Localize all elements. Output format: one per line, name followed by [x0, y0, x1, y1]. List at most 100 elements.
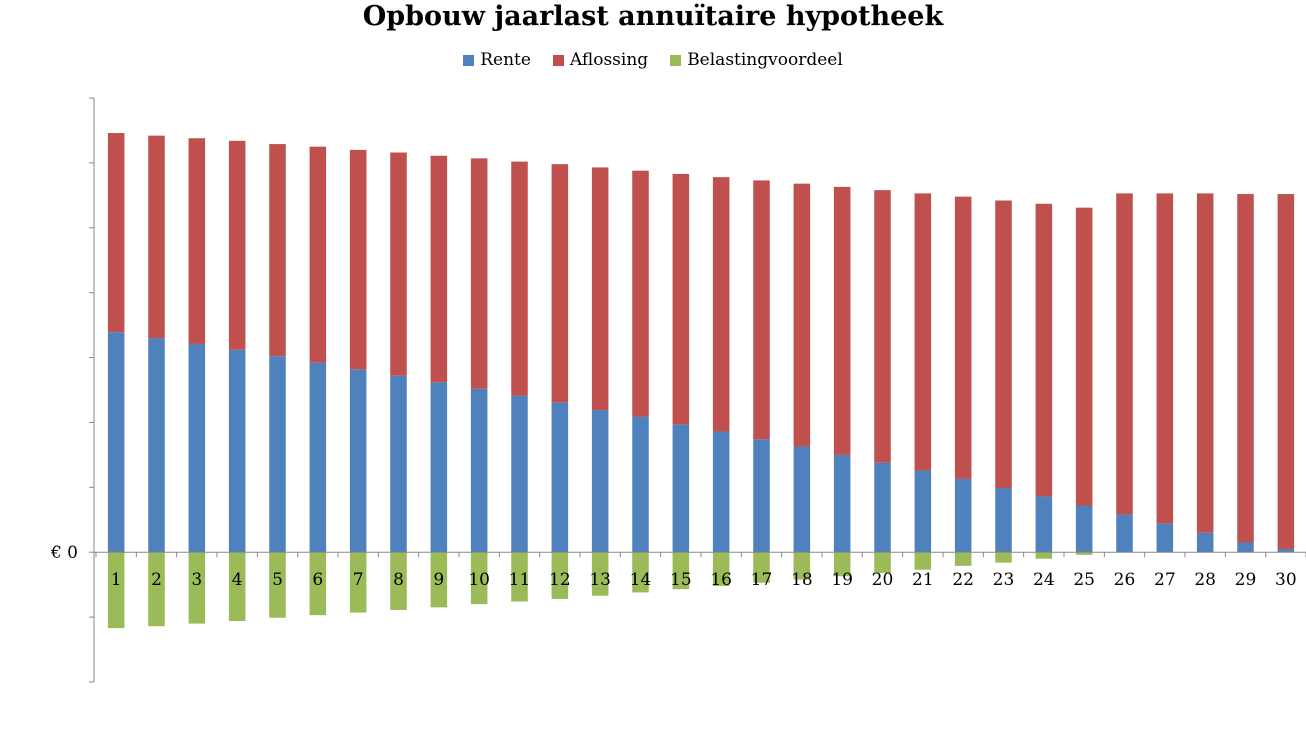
- legend-item-rente: Rente: [463, 50, 531, 70]
- bar-aflossing-10: [470, 158, 488, 389]
- bars-layer: [107, 133, 1295, 629]
- x-tick-label-13: 13: [589, 570, 611, 590]
- x-tick-label-8: 8: [393, 570, 404, 590]
- bar-aflossing-23: [995, 200, 1012, 488]
- x-tick-label-14: 14: [630, 570, 652, 590]
- legend-label-aflossing: Aflossing: [569, 50, 649, 70]
- x-tick-label-3: 3: [191, 570, 202, 590]
- bar-belastingvoordeel-12: [551, 552, 569, 599]
- bar-belastingvoordeel-25: [1075, 552, 1093, 555]
- bar-aflossing-3: [188, 138, 206, 344]
- x-tick-label-17: 17: [751, 570, 773, 590]
- x-tick-label-9: 9: [433, 570, 444, 590]
- x-tick-label-24: 24: [1033, 570, 1055, 590]
- bar-belastingvoordeel-4: [228, 552, 246, 621]
- bar-rente-29: [1237, 542, 1254, 553]
- bar-rente-25: [1075, 505, 1093, 553]
- bar-belastingvoordeel-5: [269, 552, 286, 618]
- x-tick-label-10: 10: [468, 570, 490, 590]
- chart-title: Opbouw jaarlast annuïtaire hypotheek: [362, 1, 944, 32]
- bar-aflossing-5: [269, 144, 286, 357]
- x-tick-label-20: 20: [872, 570, 894, 590]
- bar-belastingvoordeel-9: [430, 552, 448, 608]
- bar-belastingvoordeel-6: [309, 552, 327, 616]
- bar-rente-3: [188, 343, 206, 553]
- bar-aflossing-15: [672, 173, 690, 425]
- x-tick-label-6: 6: [312, 570, 323, 590]
- x-tick-label-30: 30: [1275, 570, 1297, 590]
- bar-rente-21: [914, 470, 932, 553]
- legend-swatch-rente: [463, 54, 475, 66]
- bar-belastingvoordeel-13: [591, 552, 609, 596]
- bar-belastingvoordeel-2: [148, 552, 165, 627]
- labels-layer: € 01 2 3 4 5 6 7 8 9 10 11 12 13 14 15 16 17 18 19 20 21 22 23…: [50, 543, 1297, 590]
- bar-aflossing-24: [1035, 203, 1053, 497]
- legend-item-aflossing: Aflossing: [552, 50, 649, 70]
- bar-rente-20: [874, 462, 891, 553]
- bar-aflossing-8: [390, 152, 407, 376]
- bar-rente-15: [672, 424, 690, 553]
- x-tick-label-29: 29: [1235, 570, 1257, 590]
- bar-rente-27: [1156, 523, 1174, 553]
- bar-aflossing-26: [1116, 193, 1133, 515]
- legend-swatch-belastingvoordeel: [670, 54, 682, 66]
- bar-aflossing-30: [1277, 194, 1295, 549]
- bar-rente-18: [793, 446, 811, 553]
- bar-rente-19: [833, 454, 851, 553]
- x-tick-label-12: 12: [549, 570, 571, 590]
- bar-aflossing-9: [430, 155, 448, 383]
- x-tick-label-21: 21: [912, 570, 934, 590]
- bar-aflossing-13: [591, 167, 609, 411]
- bar-rente-10: [470, 388, 488, 553]
- x-tick-label-18: 18: [791, 570, 813, 590]
- bar-belastingvoordeel-11: [511, 552, 528, 602]
- bar-rente-11: [511, 395, 528, 553]
- x-tick-label-7: 7: [353, 570, 364, 590]
- bar-rente-8: [390, 375, 407, 553]
- bar-rente-12: [551, 402, 569, 553]
- bar-belastingvoordeel-14: [632, 552, 649, 593]
- bar-belastingvoordeel-24: [1035, 552, 1053, 559]
- x-tick-label-2: 2: [151, 570, 162, 590]
- y-tick-label-zero: € 0: [50, 543, 78, 563]
- bar-rente-16: [712, 431, 730, 553]
- bar-rente-9: [430, 382, 448, 553]
- axes-layer: [89, 97, 1306, 683]
- x-tick-label-19: 19: [831, 570, 853, 590]
- bar-aflossing-4: [228, 140, 246, 350]
- x-tick-label-28: 28: [1194, 570, 1216, 590]
- legend-label-rente: Rente: [480, 50, 531, 70]
- bar-rente-1: [107, 332, 125, 553]
- legend-swatch-aflossing: [552, 54, 564, 66]
- x-tick-label-26: 26: [1114, 570, 1136, 590]
- bar-belastingvoordeel-22: [954, 552, 972, 566]
- bar-belastingvoordeel-18: [793, 552, 811, 580]
- bar-aflossing-20: [874, 190, 891, 463]
- bar-rente-6: [309, 362, 327, 553]
- bar-rente-30: [1277, 548, 1295, 553]
- bar-belastingvoordeel-17: [753, 552, 770, 583]
- bar-belastingvoordeel-10: [470, 552, 488, 605]
- bar-rente-7: [349, 369, 367, 553]
- bar-aflossing-27: [1156, 193, 1174, 524]
- bar-aflossing-29: [1237, 194, 1254, 543]
- bar-rente-14: [632, 416, 649, 553]
- x-tick-label-4: 4: [232, 570, 243, 590]
- bar-aflossing-16: [712, 177, 730, 432]
- bar-rente-2: [148, 338, 165, 553]
- bar-rente-13: [591, 410, 609, 553]
- bar-rente-17: [753, 439, 770, 553]
- x-tick-label-25: 25: [1073, 570, 1095, 590]
- x-tick-label-11: 11: [509, 570, 531, 590]
- x-tick-label-15: 15: [670, 570, 692, 590]
- bar-aflossing-2: [148, 135, 165, 339]
- bar-aflossing-6: [309, 146, 327, 363]
- bar-belastingvoordeel-23: [995, 552, 1012, 563]
- x-tick-label-22: 22: [952, 570, 974, 590]
- bar-rente-26: [1116, 514, 1133, 553]
- bar-belastingvoordeel-3: [188, 552, 206, 624]
- chart-legend: Rente Aflossing Belastingvoordeel: [0, 50, 1306, 70]
- legend-label-belastingvoordeel: Belastingvoordeel: [687, 50, 843, 70]
- bar-rente-24: [1035, 496, 1053, 553]
- bar-belastingvoordeel-21: [914, 552, 932, 570]
